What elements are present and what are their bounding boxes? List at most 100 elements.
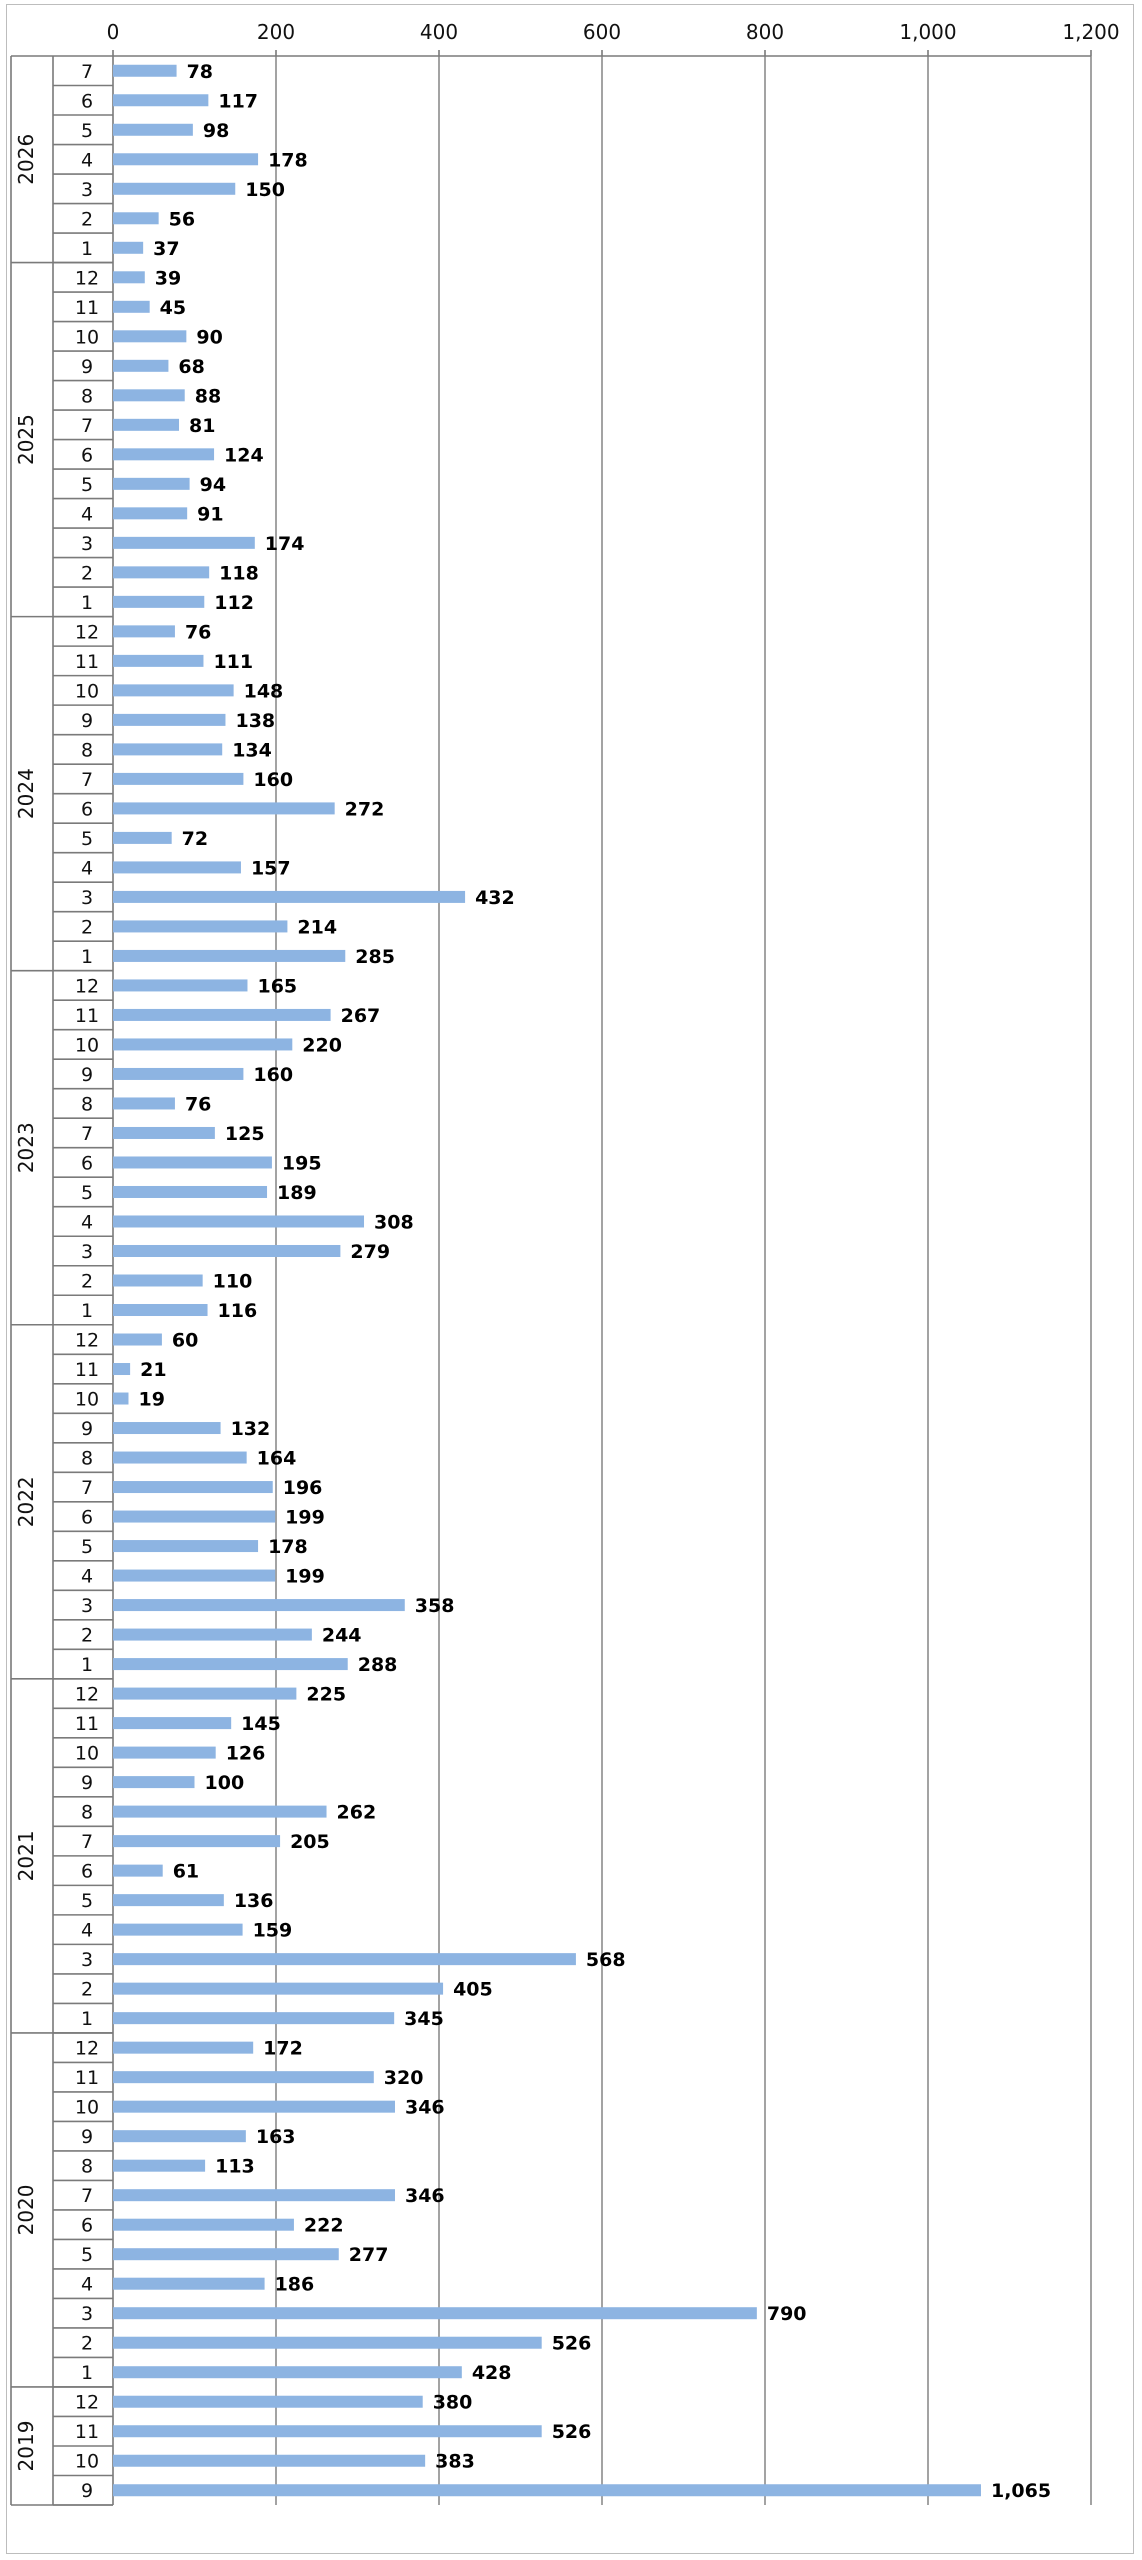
bar-2024-1 bbox=[113, 949, 346, 962]
month-label: 1 bbox=[81, 1300, 93, 1322]
value-label: 432 bbox=[475, 887, 515, 909]
bar-2020-6 bbox=[113, 2218, 294, 2231]
value-label: 100 bbox=[205, 1772, 245, 1794]
bar-2021-4 bbox=[113, 1923, 243, 1936]
value-label: 117 bbox=[218, 90, 258, 112]
bar-2021-6 bbox=[113, 1864, 163, 1877]
month-label: 3 bbox=[81, 1241, 93, 1263]
bar-2021-5 bbox=[113, 1894, 224, 1907]
value-label: 88 bbox=[195, 385, 221, 407]
value-label: 285 bbox=[355, 946, 395, 968]
value-label: 163 bbox=[256, 2126, 296, 2148]
month-label: 10 bbox=[75, 2097, 99, 2119]
bar-2020-1 bbox=[113, 2366, 462, 2379]
value-label: 136 bbox=[234, 1890, 274, 1912]
category-axis: 7654321202612111098765432120251211109876… bbox=[10, 55, 113, 2506]
value-label: 267 bbox=[341, 1005, 381, 1027]
value-label: 568 bbox=[586, 1949, 626, 1971]
year-label-2024: 2024 bbox=[14, 768, 38, 819]
month-label: 11 bbox=[75, 2067, 99, 2089]
x-tick-label: 0 bbox=[107, 20, 120, 44]
value-label: 165 bbox=[257, 975, 297, 997]
bar-2023-7 bbox=[113, 1126, 215, 1139]
value-label: 21 bbox=[140, 1359, 166, 1381]
bar-2020-8 bbox=[113, 2159, 206, 2172]
month-label: 2 bbox=[81, 916, 93, 938]
month-label: 1 bbox=[81, 592, 93, 614]
bar-2023-1 bbox=[113, 1304, 208, 1317]
value-label: 76 bbox=[185, 1093, 211, 1115]
bar-2019-11 bbox=[113, 2425, 542, 2438]
value-label: 91 bbox=[197, 503, 223, 525]
x-tick-label: 200 bbox=[257, 20, 295, 44]
month-label: 4 bbox=[81, 1566, 93, 1588]
bar-2024-10 bbox=[113, 684, 234, 697]
value-label: 214 bbox=[297, 916, 337, 938]
value-label: 220 bbox=[302, 1034, 342, 1056]
bar-2020-5 bbox=[113, 2248, 339, 2261]
bar-2025-5 bbox=[113, 477, 190, 490]
value-label: 116 bbox=[218, 1300, 258, 1322]
bar-2026-6 bbox=[113, 94, 209, 107]
value-label: 186 bbox=[275, 2274, 315, 2296]
value-label: 90 bbox=[196, 326, 222, 348]
value-label: 189 bbox=[277, 1182, 317, 1204]
month-label: 7 bbox=[81, 769, 93, 791]
month-label: 3 bbox=[81, 1595, 93, 1617]
month-label: 7 bbox=[81, 2185, 93, 2207]
value-label: 526 bbox=[552, 2333, 592, 2355]
bar-2021-10 bbox=[113, 1746, 216, 1759]
month-label: 12 bbox=[75, 1330, 99, 1352]
value-label: 72 bbox=[182, 828, 208, 850]
value-label: 60 bbox=[172, 1330, 198, 1352]
month-label: 4 bbox=[81, 149, 93, 171]
value-label: 118 bbox=[219, 562, 259, 584]
bar-2024-5 bbox=[113, 831, 172, 844]
month-label: 11 bbox=[75, 1359, 99, 1381]
month-label: 8 bbox=[81, 1802, 93, 1824]
chart-frame: 0 200 400 600 800 1,000 1,200 78 117 98 178 150 56 3… bbox=[6, 4, 1134, 2554]
value-label: 145 bbox=[241, 1713, 281, 1735]
month-label: 10 bbox=[75, 1389, 99, 1411]
month-label: 3 bbox=[81, 533, 93, 555]
value-label: 68 bbox=[178, 356, 204, 378]
value-label: 160 bbox=[253, 769, 293, 791]
value-label: 160 bbox=[253, 1064, 293, 1086]
bar-2023-6 bbox=[113, 1156, 272, 1169]
month-label: 9 bbox=[81, 356, 93, 378]
bar-2023-9 bbox=[113, 1067, 244, 1080]
value-label: 61 bbox=[173, 1861, 199, 1883]
value-label: 790 bbox=[767, 2303, 807, 2325]
bar-2025-1 bbox=[113, 595, 205, 608]
year-label-2021: 2021 bbox=[14, 1830, 38, 1881]
month-label: 6 bbox=[81, 798, 93, 820]
month-label: 11 bbox=[75, 297, 99, 319]
month-label: 12 bbox=[75, 2038, 99, 2060]
month-label: 9 bbox=[81, 2126, 93, 2148]
value-label: 288 bbox=[358, 1654, 398, 1676]
x-axis-ticks: 0 200 400 600 800 1,000 1,200 bbox=[107, 20, 1120, 57]
value-label: 138 bbox=[235, 710, 275, 732]
bar-2020-4 bbox=[113, 2277, 265, 2290]
month-label: 12 bbox=[75, 267, 99, 289]
value-label: 148 bbox=[244, 680, 284, 702]
value-label: 205 bbox=[290, 1831, 330, 1853]
bar-2022-6 bbox=[113, 1510, 276, 1523]
month-label: 2 bbox=[81, 562, 93, 584]
value-label: 345 bbox=[404, 2008, 444, 2030]
bar-2024-9 bbox=[113, 713, 226, 726]
month-label: 5 bbox=[81, 1890, 93, 1912]
year-label-2025: 2025 bbox=[14, 414, 38, 465]
bar-2021-1 bbox=[113, 2012, 395, 2025]
x-tick-label: 400 bbox=[420, 20, 458, 44]
value-label: 157 bbox=[251, 857, 291, 879]
month-label: 3 bbox=[81, 2303, 93, 2325]
bar-2021-8 bbox=[113, 1805, 327, 1818]
bar-2024-2 bbox=[113, 920, 288, 933]
bar-2021-11 bbox=[113, 1717, 232, 1730]
month-label: 3 bbox=[81, 1949, 93, 1971]
value-label: 346 bbox=[405, 2097, 445, 2119]
bar-2023-3 bbox=[113, 1244, 341, 1257]
month-label: 10 bbox=[75, 326, 99, 348]
